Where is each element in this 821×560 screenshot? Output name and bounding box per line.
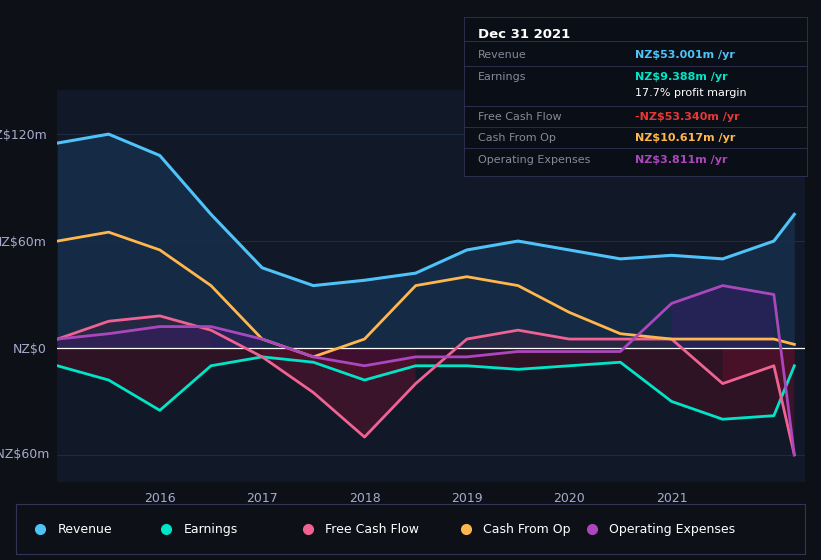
Text: NZ$10.617m /yr: NZ$10.617m /yr — [635, 133, 736, 143]
Text: -NZ$53.340m /yr: -NZ$53.340m /yr — [635, 113, 740, 122]
Text: Dec 31 2021: Dec 31 2021 — [478, 28, 570, 41]
Text: Cash From Op: Cash From Op — [478, 133, 556, 143]
Text: NZ$53.001m /yr: NZ$53.001m /yr — [635, 50, 736, 60]
Text: Free Cash Flow: Free Cash Flow — [478, 113, 562, 122]
Text: Earnings: Earnings — [478, 72, 526, 82]
Text: Operating Expenses: Operating Expenses — [478, 156, 590, 165]
Text: 17.7% profit margin: 17.7% profit margin — [635, 88, 747, 99]
Text: Operating Expenses: Operating Expenses — [609, 522, 736, 536]
Text: -NZ$60m: -NZ$60m — [0, 449, 50, 461]
Text: Earnings: Earnings — [184, 522, 238, 536]
Text: Cash From Op: Cash From Op — [483, 522, 571, 536]
Text: Revenue: Revenue — [478, 50, 526, 60]
Text: Free Cash Flow: Free Cash Flow — [325, 522, 420, 536]
Text: NZ$9.388m /yr: NZ$9.388m /yr — [635, 72, 728, 82]
Text: Revenue: Revenue — [57, 522, 112, 536]
Text: NZ$3.811m /yr: NZ$3.811m /yr — [635, 156, 728, 165]
